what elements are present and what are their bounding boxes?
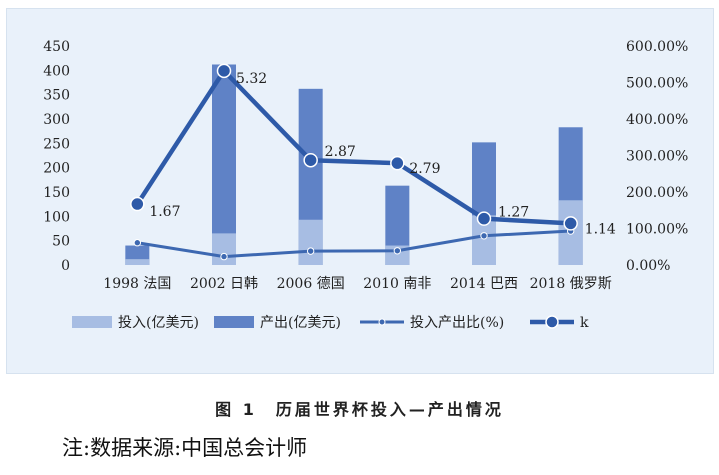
k-point xyxy=(216,63,232,79)
ratio-point xyxy=(306,247,315,255)
x-category-label: 2006 德国 xyxy=(277,276,345,292)
x-category-label: 1998 法国 xyxy=(103,276,171,292)
input-bar xyxy=(298,219,323,265)
k-data-label: 1.67 xyxy=(149,204,180,220)
y-left-tick-label: 100 xyxy=(43,209,70,225)
output-bar xyxy=(212,64,236,265)
legend-label: 投入产出比(%) xyxy=(410,315,504,331)
chart: 0 50 100 150 200 250 300 350 400 450 0.00% 100.00% 2… xyxy=(43,39,688,331)
y-left-tick-label: 300 xyxy=(43,112,70,128)
source-note: 注:数据来源:中国总会计师 xyxy=(62,436,308,460)
k-data-label: 5.32 xyxy=(236,71,267,87)
ratio-point xyxy=(393,247,402,255)
ratio-point xyxy=(220,252,228,261)
y-left-tick-label: 50 xyxy=(52,234,70,250)
k-data-label: 1.14 xyxy=(585,221,616,237)
y-left-tick-label: 0 xyxy=(61,258,70,274)
k-point xyxy=(303,152,318,168)
y-right-tick-label: 0.00% xyxy=(626,258,670,274)
y-right-tick-label: 300.00% xyxy=(626,149,688,165)
k-point xyxy=(563,216,578,231)
y-right-tick-label: 400.00% xyxy=(626,112,688,128)
y-right-tick-label: 500.00% xyxy=(626,76,688,92)
y-left-tick-label: 400 xyxy=(43,63,70,79)
x-category-label: 2002 日韩 xyxy=(190,276,258,292)
chart-panel xyxy=(6,8,714,374)
y-left-tick-label: 450 xyxy=(43,39,70,55)
y-right-tick-label: 100.00% xyxy=(626,222,688,238)
ratio-point xyxy=(480,232,488,240)
ratio-point xyxy=(133,239,142,247)
x-category-label: 2018 俄罗斯 xyxy=(530,276,612,292)
figure-caption: 图 1 历届世界杯投入—产出情况 xyxy=(215,400,504,419)
legend-label: 投入(亿美元) xyxy=(118,315,199,331)
input-bar xyxy=(125,259,150,265)
y-left-tick-label: 350 xyxy=(43,88,70,104)
k-data-label: 2.87 xyxy=(325,144,356,160)
legend-swatch-marker xyxy=(378,318,386,326)
k-point xyxy=(390,155,405,171)
legend-label: 产出(亿美元) xyxy=(260,315,341,331)
y-left-tick-label: 250 xyxy=(43,136,70,152)
y-right-tick-label: 200.00% xyxy=(626,185,688,201)
y-left-tick-label: 150 xyxy=(43,185,70,201)
k-data-label: 1.27 xyxy=(498,205,529,221)
k-point xyxy=(130,196,145,212)
y-right-tick-label: 600.00% xyxy=(626,39,688,55)
k-point xyxy=(476,211,492,226)
legend-swatch xyxy=(214,316,254,328)
k-line xyxy=(135,68,571,226)
x-category-label: 2014 巴西 xyxy=(450,276,518,292)
y-left-tick-label: 200 xyxy=(43,161,70,177)
x-category-label: 2010 南非 xyxy=(363,276,431,292)
legend-swatch-marker xyxy=(545,315,559,329)
ratio-line xyxy=(137,229,571,259)
k-data-label: 2.79 xyxy=(409,161,440,177)
legend-label: k xyxy=(580,315,589,331)
legend-swatch xyxy=(72,316,112,328)
